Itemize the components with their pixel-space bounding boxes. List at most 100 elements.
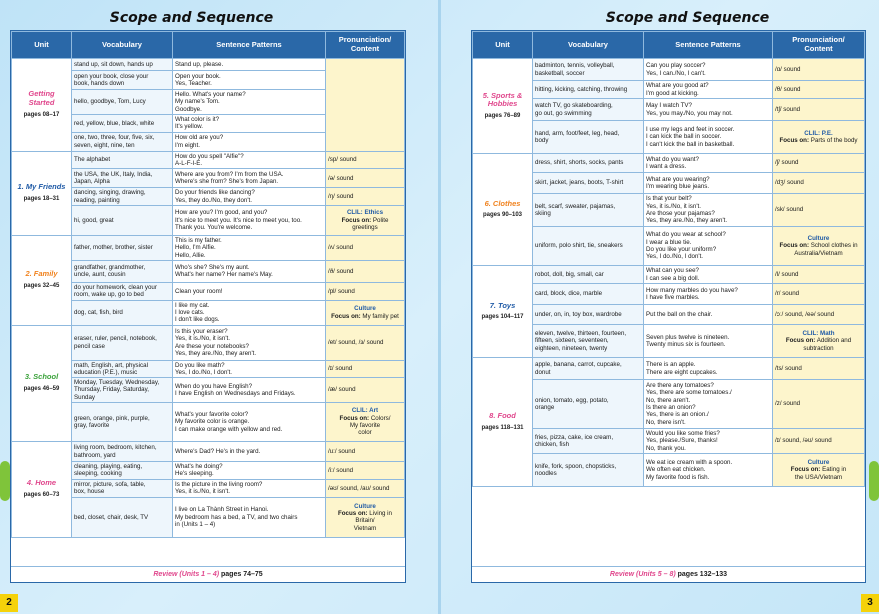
header-vocabulary: Vocabulary	[71, 31, 173, 59]
pronunciation-cell: /ð/ sound	[325, 259, 405, 283]
unit-pages: pages 76–89	[484, 113, 521, 120]
scope-sequence-table: Unit Vocabulary Sentence Patterns Pronun…	[472, 31, 865, 487]
unit-pages: pages 18–31	[23, 196, 60, 203]
sentence-pattern-cell: When do you have English? I have English…	[172, 377, 326, 404]
header-pronunciation-content: Pronunciation/ Content	[325, 31, 405, 59]
sentence-pattern-cell: What do you want? I want a dress.	[643, 153, 773, 173]
table-row: one, two, three, four, five, six, seven,…	[12, 131, 405, 152]
focus-text: Addition and subtraction	[803, 337, 852, 352]
table-row: 8. Food pages 118–131 apple, banana, carro…	[472, 357, 865, 487]
focus-text: Polite greetings	[352, 216, 389, 232]
pronunciation-cell	[325, 58, 405, 152]
vocabulary-cell: watch TV, go skateboarding, go out, go s…	[532, 98, 644, 121]
review-note: Review (Units 5 – 8) pages 132–133	[472, 566, 865, 582]
content-topic: CLIL: Art	[351, 407, 379, 415]
unit-name: 5. Sports & Hobbies	[482, 90, 523, 109]
unit-name: 3. School	[24, 372, 59, 382]
vocabulary-cell: cleaning, playing, eating, sleeping, coo…	[71, 461, 173, 480]
vocabulary-cell: belt, scarf, sweater, pajamas, skiing	[532, 193, 644, 227]
pronunciation-cell: /ʃ/ sound	[772, 153, 865, 173]
table-row: cleaning, playing, eating, sleeping, coo…	[12, 461, 405, 480]
sentence-pattern-cell: Put the ball on the chair.	[643, 304, 773, 325]
sentence-pattern-cell: Do you like math? Yes, I do./No, I don't…	[172, 359, 326, 379]
sentence-pattern-cell: I live on La Thành Street in Hanoi. My b…	[172, 496, 326, 538]
scope-sequence-table: Unit Vocabulary Sentence Patterns Pronun…	[11, 31, 405, 538]
unit-name: 6. Clothes	[484, 198, 521, 208]
content-topic: Culture	[354, 305, 376, 313]
vocabulary-cell: hitting, kicking, catching, throwing	[532, 80, 644, 99]
vocabulary-cell: hi, good, great	[71, 204, 173, 236]
review-pages: pages 74–75	[221, 571, 263, 578]
sentence-pattern-cell: I like my cat. I love cats. I don't like…	[172, 299, 326, 326]
unit-pages: pages 08–17	[23, 112, 60, 119]
vocabulary-cell: mirror, picture, sofa, table, box, house	[71, 478, 173, 498]
sentence-pattern-cell: Who's she? She's my aunt. What's her nam…	[172, 259, 326, 283]
vocabulary-cell: bed, closet, chair, desk, TV	[71, 496, 173, 538]
vocabulary-cell: red, yellow, blue, black, white	[71, 114, 173, 133]
vocabulary-cell: dog, cat, fish, bird	[71, 299, 173, 326]
sentence-pattern-cell: What are you wearing? I'm wearing blue j…	[643, 172, 773, 194]
focus-label: Focus on:	[339, 414, 370, 422]
review-note: Review (Units 1 – 4) pages 74–75	[11, 566, 405, 582]
content-focus: Focus on: Parts of the body	[775, 137, 862, 144]
pronunciation-cell: /ə/ sound	[325, 168, 405, 189]
pronunciation-cell: /tʃ/ sound	[772, 98, 865, 121]
content-topic: CLIL: P.E.	[804, 129, 833, 137]
page-title: Scope and Sequence	[109, 10, 274, 26]
unit-pages: pages 60–73	[23, 492, 60, 499]
sentence-pattern-cell: Would you like some fries? Yes, please./…	[643, 428, 773, 454]
vocabulary-cell: eleven, twelve, thirteen, fourteen, fift…	[532, 324, 644, 358]
sentence-pattern-cell: Where's Dad? He's in the yard.	[172, 441, 326, 463]
scope-table-container: Unit Vocabulary Sentence Patterns Pronun…	[471, 30, 866, 583]
table-row: 1. My Friends pages 18–31 The alphabet How …	[11, 150, 405, 236]
unit-pages: pages 32–45	[23, 283, 60, 290]
pronunciation-cell: /sk/ sound	[772, 193, 865, 227]
sentence-pattern-cell: Stand up, please.	[172, 58, 326, 71]
unit-name: 8. Food	[489, 411, 516, 421]
page-number: 3	[861, 594, 879, 612]
table-row: Getting Started pages 08–17 stand up, sit …	[11, 58, 405, 152]
vocabulary-cell: hello, goodbye, Tom, Lucy	[71, 89, 173, 115]
content-focus: Focus on: Colors/ My favorite color	[328, 415, 402, 437]
focus-text: Eating in the USA/Vietnam	[794, 466, 847, 481]
content-topic: CLIL: Ethics	[346, 209, 384, 217]
table-row: 7. Toys pages 104–117 robot, doll, big, sm…	[472, 265, 865, 358]
vocabulary-cell: father, mother, brother, sister	[71, 234, 173, 261]
table-row: skirt, jacket, jeans, boots, T-shirt What…	[473, 172, 865, 194]
unit-cell: 4. Home pages 60–73	[11, 441, 72, 538]
header-sentence-patterns: Sentence Patterns	[643, 31, 773, 59]
vocabulary-cell: skirt, jacket, jeans, boots, T-shirt	[532, 172, 644, 194]
sentence-pattern-cell: Do your friends like dancing? Yes, they …	[172, 187, 326, 206]
content-cell: Culture Focus on: School clothes in Austr…	[772, 226, 865, 266]
content-cell: CLIL: Ethics Focus on: Polite greetings	[325, 204, 405, 236]
sentence-pattern-cell: Is that your belt? Yes, it is./No, it is…	[643, 193, 773, 227]
sentence-pattern-cell: How do you spell "Alfie"? A-L-F-I-E.	[172, 150, 326, 170]
review-pages: pages 132–133	[677, 571, 728, 578]
table-body: Getting Started pages 08–17 stand up, sit …	[11, 58, 405, 538]
sentence-pattern-cell: We eat ice cream with a spoon. We often …	[643, 453, 773, 487]
table-row: red, yellow, blue, black, white What colo…	[12, 114, 405, 133]
book-gutter	[438, 0, 441, 614]
scope-table-container: Unit Vocabulary Sentence Patterns Pronun…	[10, 30, 406, 583]
table-row: hand, arm, foot/feet, leg, head, body I u…	[473, 120, 865, 154]
sentence-pattern-cell: Open your book. Yes, Teacher.	[172, 70, 326, 90]
table-header-row: Unit Vocabulary Sentence Patterns Pronun…	[472, 31, 865, 59]
content-cell: Culture Focus on: Eating in the USA/Vietn…	[772, 453, 865, 487]
pronunciation-cell: /ŋ/ sound	[325, 187, 405, 206]
pronunciation-cell: /θ/ sound	[772, 80, 865, 99]
vocabulary-cell: open your book, close your book, hands d…	[71, 70, 173, 90]
table-row: grandfather, grandmother, uncle, aunt, c…	[12, 259, 405, 283]
pronunciation-cell: /dʒ/ sound	[772, 172, 865, 194]
pronunciation-cell: /ɑ/ sound	[772, 58, 865, 81]
vocabulary-cell: do your homework, clean your room, wake …	[71, 281, 173, 301]
vocabulary-cell: badminton, tennis, volleyball, basketbal…	[532, 58, 644, 81]
header-unit: Unit	[11, 31, 72, 59]
content-cell: CLIL: P.E. Focus on: Parts of the body	[772, 120, 865, 154]
unit-cell: 3. School pages 46–59	[11, 324, 72, 443]
content-focus: Focus on: Eating in the USA/Vietnam	[775, 466, 862, 481]
pronunciation-cell: /i:/ sound	[325, 461, 405, 480]
sentence-pattern-cell: Where are you from? I'm from the USA. Wh…	[172, 168, 326, 189]
content-focus: Focus on: School clothes in Australia/Vi…	[775, 242, 862, 257]
table-row: uniform, polo shirt, tie, sneakers What d…	[473, 226, 865, 266]
vocabulary-cell: grandfather, grandmother, uncle, aunt, c…	[71, 259, 173, 283]
